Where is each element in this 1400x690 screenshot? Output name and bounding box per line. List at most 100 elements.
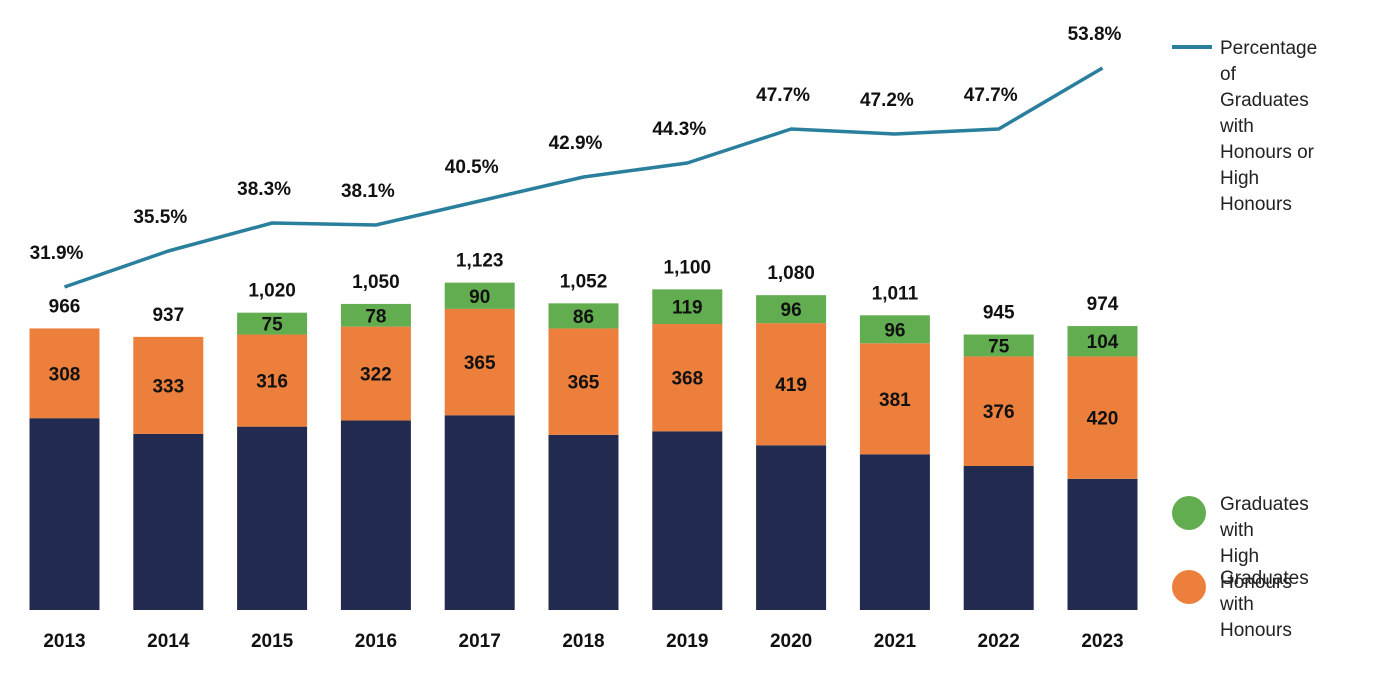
- total-label-2017: 1,123: [456, 251, 504, 272]
- percentage-label-2019: 44.3%: [652, 119, 706, 140]
- data-label-honours-2013: 308: [49, 364, 81, 385]
- data-label-honours-2014: 333: [152, 376, 184, 397]
- total-label-2019: 1,100: [664, 257, 712, 278]
- bar-segment-other-2017: [444, 415, 515, 610]
- total-label-2021: 1,011: [872, 283, 919, 304]
- bar-segment-other-2015: [237, 426, 308, 610]
- data-label-high-honours-2021: 96: [884, 320, 905, 341]
- bar-segment-honours-2014: [133, 336, 204, 434]
- x-tick-label-2015: 2015: [251, 631, 294, 652]
- bar-segment-high-honours-2017: [444, 282, 515, 309]
- data-label-high-honours-2018: 86: [573, 307, 594, 328]
- bar-group-2019: [652, 289, 723, 610]
- total-label-2014: 937: [152, 305, 184, 326]
- percentage-label-2015: 38.3%: [237, 179, 291, 200]
- bar-segment-honours-2015: [237, 334, 308, 427]
- x-tick-label-2021: 2021: [874, 631, 917, 652]
- percentage-label-2017: 40.5%: [445, 157, 499, 178]
- data-label-high-honours-2017: 90: [469, 287, 490, 308]
- data-label-honours-2017: 365: [464, 353, 496, 374]
- bar-segment-honours-2022: [963, 356, 1034, 466]
- bar-group-2017: [444, 282, 515, 610]
- legend-swatch-honours: [1172, 570, 1206, 604]
- total-label-2015: 1,020: [248, 281, 296, 302]
- bar-segment-high-honours-2015: [237, 312, 308, 335]
- total-label-2013: 966: [49, 296, 81, 317]
- x-tick-label-2023: 2023: [1081, 631, 1123, 652]
- bar-segment-high-honours-2022: [963, 334, 1034, 357]
- bar-segment-other-2022: [963, 465, 1034, 610]
- x-tick-label-2022: 2022: [978, 631, 1020, 652]
- bar-group-2015: [237, 312, 308, 610]
- total-label-2020: 1,080: [767, 263, 815, 284]
- bar-group-2016: [340, 303, 411, 610]
- data-label-high-honours-2022: 75: [988, 336, 1010, 357]
- bar-segment-honours-2019: [652, 324, 723, 432]
- x-tick-label-2018: 2018: [562, 631, 604, 652]
- bar-segment-other-2020: [756, 445, 827, 610]
- x-tick-label-2017: 2017: [459, 631, 501, 652]
- bar-group-2018: [548, 303, 619, 610]
- legend-line-swatch: [1172, 45, 1212, 49]
- bar-segment-honours-2013: [29, 328, 100, 419]
- total-label-2016: 1,050: [352, 272, 400, 293]
- data-label-honours-2022: 376: [983, 402, 1015, 423]
- bar-group-2023: [1067, 326, 1138, 610]
- percentage-line: [63, 66, 1104, 289]
- x-tick-label-2013: 2013: [43, 631, 85, 652]
- percentage-label-2021: 47.2%: [860, 90, 914, 111]
- legend-label-high-honours: Graduates with High Honours: [1220, 494, 1309, 593]
- data-label-honours-2023: 420: [1087, 409, 1119, 430]
- total-label-2022: 945: [983, 303, 1015, 324]
- bar-segment-other-2021: [859, 454, 930, 610]
- data-label-high-honours-2015: 75: [262, 315, 284, 336]
- bar-segment-honours-2021: [859, 343, 930, 455]
- data-label-high-honours-2023: 104: [1087, 332, 1119, 353]
- data-label-honours-2019: 368: [671, 369, 703, 390]
- bar-segment-other-2014: [133, 433, 204, 610]
- data-label-honours-2021: 381: [879, 390, 911, 411]
- percentage-label-2014: 35.5%: [133, 207, 187, 228]
- percentage-label-2018: 42.9%: [549, 133, 603, 154]
- bar-segment-honours-2018: [548, 328, 619, 435]
- data-label-honours-2015: 316: [256, 372, 288, 393]
- legend-item-percentage: Percentage of Graduates with Honours or …: [1220, 36, 1317, 218]
- bar-segment-high-honours-2016: [340, 303, 411, 327]
- bar-segment-honours-2016: [340, 326, 411, 421]
- data-label-honours-2016: 322: [360, 365, 392, 386]
- bar-segment-high-honours-2019: [652, 289, 723, 325]
- bar-segment-other-2016: [340, 420, 411, 610]
- bar-group-2021: [859, 315, 930, 610]
- bar-segment-honours-2023: [1067, 356, 1138, 479]
- legend-item-honours: Graduates with Honours: [1172, 566, 1309, 644]
- bar-segment-high-honours-2023: [1067, 326, 1138, 357]
- bar-segment-other-2013: [29, 418, 100, 610]
- percentage-label-2020: 47.7%: [756, 85, 810, 106]
- bar-segment-honours-2020: [756, 323, 827, 446]
- percentage-label-2013: 31.9%: [30, 243, 84, 264]
- bar-segment-other-2023: [1067, 478, 1138, 610]
- x-tick-label-2014: 2014: [147, 631, 190, 652]
- bar-segment-high-honours-2020: [756, 295, 827, 324]
- legend-label-honours: Graduates with Honours: [1220, 568, 1309, 641]
- bar-group-2022: [963, 334, 1034, 610]
- bar-segment-high-honours-2021: [859, 315, 930, 344]
- data-label-honours-2018: 365: [568, 373, 600, 394]
- bar-segment-honours-2017: [444, 308, 515, 416]
- legend-swatch-high-honours: [1172, 496, 1206, 530]
- x-tick-label-2020: 2020: [770, 631, 812, 652]
- bar-group-2013: [29, 328, 100, 610]
- data-label-high-honours-2019: 119: [672, 298, 703, 319]
- bar-group-2020: [756, 295, 827, 610]
- total-label-2023: 974: [1087, 294, 1119, 315]
- bar-segment-other-2019: [652, 431, 723, 610]
- percentage-label-2023: 53.8%: [1068, 24, 1122, 45]
- total-label-2018: 1,052: [560, 271, 608, 292]
- legend-item-high-honours: Graduates with High Honours: [1172, 492, 1309, 596]
- bar-segment-other-2018: [548, 434, 619, 610]
- bar-group-2014: [133, 336, 204, 610]
- legend-label-percentage: Percentage of Graduates with Honours or …: [1220, 38, 1318, 215]
- x-tick-label-2016: 2016: [355, 631, 397, 652]
- data-label-high-honours-2016: 78: [365, 306, 386, 327]
